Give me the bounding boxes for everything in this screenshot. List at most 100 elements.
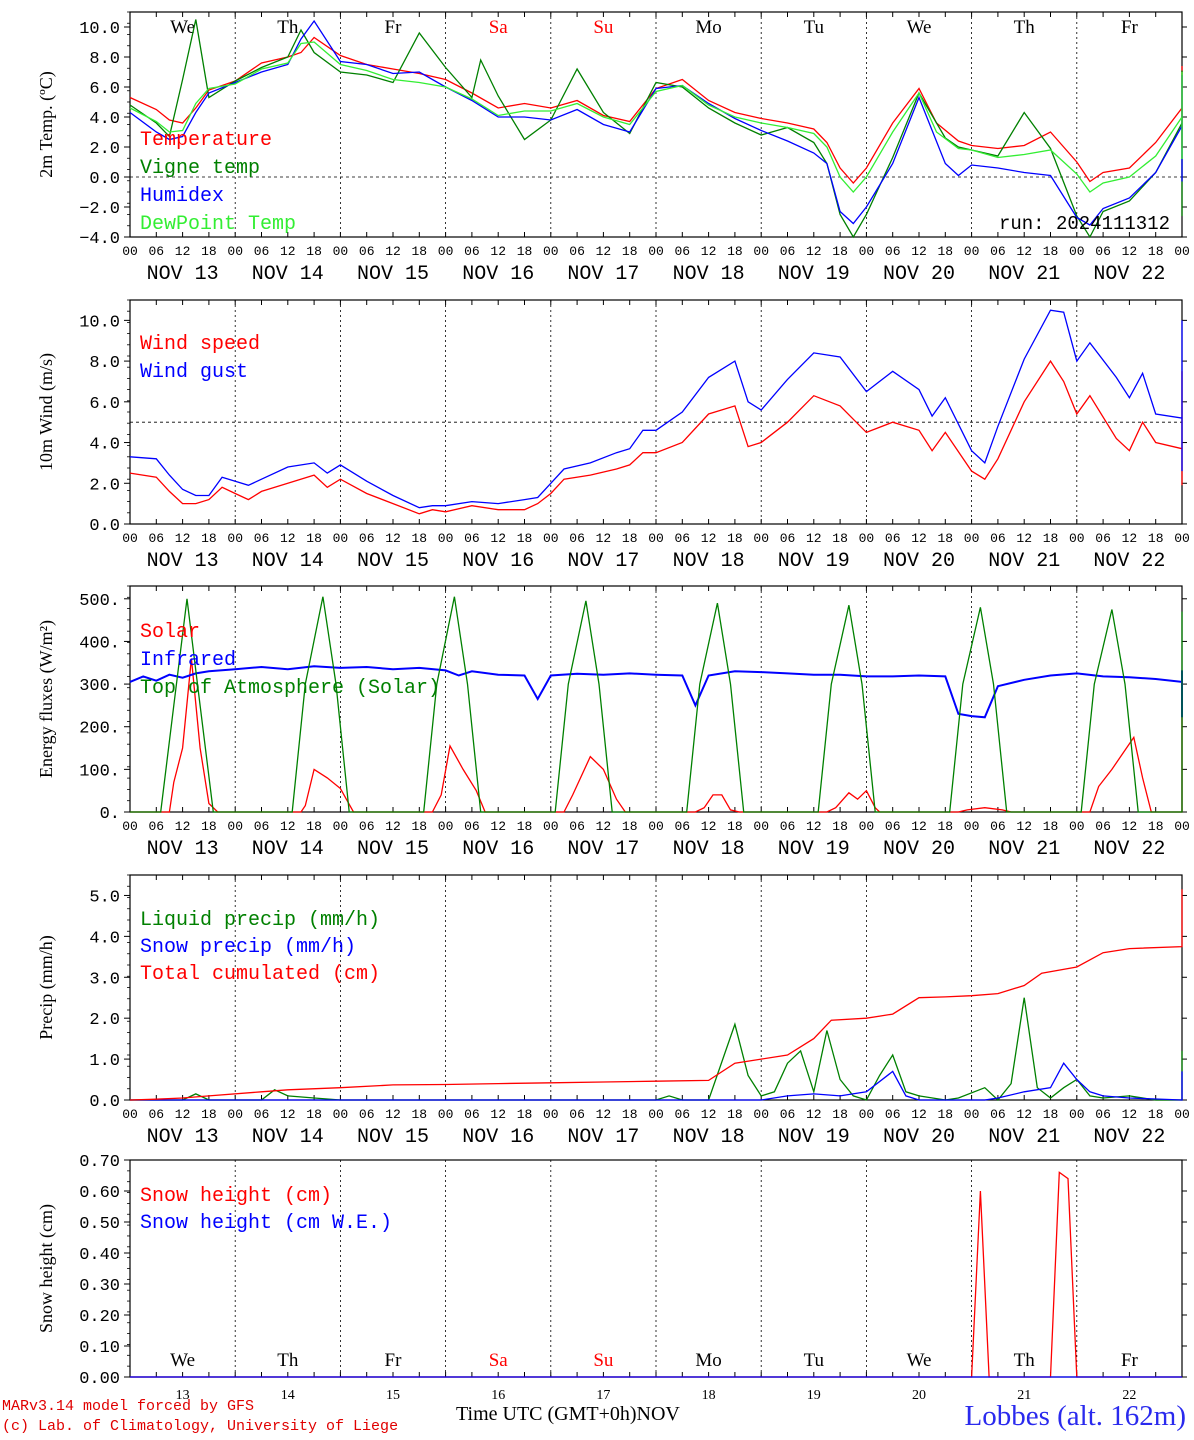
hour-tick-label: 18	[201, 1107, 217, 1122]
weekday-label: Fr	[385, 1350, 403, 1371]
hour-tick-label: 18	[727, 244, 743, 259]
hour-tick-label: 00	[543, 531, 559, 546]
date-label: NOV 18	[673, 550, 745, 573]
hour-tick-label: 12	[1016, 1107, 1032, 1122]
y-tick-label: −2.0	[79, 200, 120, 219]
hour-tick-label: 18	[201, 531, 217, 546]
hour-tick-label: 00	[1174, 819, 1190, 834]
hour-tick-label: 12	[385, 1107, 401, 1122]
hour-tick-label: 18	[411, 1107, 427, 1122]
weekday-label: We	[170, 1350, 195, 1371]
legend-entry: Humidex	[140, 185, 224, 208]
y-tick-label: 300.	[79, 677, 120, 696]
hour-tick-label: 12	[911, 244, 927, 259]
hour-tick-label: 18	[306, 531, 322, 546]
hour-tick-label: 00	[648, 819, 664, 834]
hour-tick-label: 00	[122, 1107, 138, 1122]
hour-tick-label: 06	[569, 531, 585, 546]
date-label: NOV 17	[567, 263, 639, 286]
day-number-label: 20	[912, 1388, 926, 1403]
hour-tick-label: 18	[1148, 244, 1164, 259]
series-line-red	[129, 36, 1183, 184]
date-label: NOV 14	[252, 1126, 324, 1149]
y-tick-label: 8.0	[89, 50, 120, 69]
hour-tick-label: 00	[753, 1107, 769, 1122]
hour-tick-label: 06	[254, 531, 270, 546]
date-label: NOV 22	[1093, 550, 1165, 573]
hour-tick-label: 06	[1095, 531, 1111, 546]
hour-tick-label: 06	[254, 819, 270, 834]
hour-tick-label: 00	[543, 819, 559, 834]
weekday-label: Th	[1014, 17, 1036, 38]
hour-tick-label: 06	[990, 1107, 1006, 1122]
hour-tick-label: 00	[438, 819, 454, 834]
day-number-label: 22	[1122, 1388, 1136, 1403]
day-number-label: 17	[596, 1388, 610, 1403]
hour-tick-label: 06	[359, 244, 375, 259]
y-tick-label: 0.60	[79, 1184, 120, 1203]
hour-tick-label: 18	[622, 244, 638, 259]
hour-tick-label: 06	[990, 819, 1006, 834]
y-axis-label: 2m Temp. (ºC)	[36, 71, 57, 177]
hour-tick-label: 12	[701, 819, 717, 834]
hour-tick-label: 06	[674, 531, 690, 546]
weekday-label: Fr	[1121, 17, 1139, 38]
series-line-green	[129, 19, 1183, 239]
date-label: NOV 21	[988, 550, 1060, 573]
hour-tick-label: 06	[569, 819, 585, 834]
weekday-label: Su	[593, 1350, 614, 1371]
y-axis-label: Snow height (cm)	[36, 1204, 57, 1333]
hour-tick-label: 00	[964, 531, 980, 546]
series-line-lightgreen	[129, 41, 1183, 193]
y-tick-label: 100.	[79, 762, 120, 781]
hour-tick-label: 12	[490, 244, 506, 259]
hour-tick-label: 00	[333, 531, 349, 546]
date-label: NOV 22	[1093, 1126, 1165, 1149]
hour-tick-label: 12	[1122, 531, 1138, 546]
hour-tick-label: 00	[438, 1107, 454, 1122]
y-tick-label: 0.0	[89, 1093, 120, 1112]
hour-tick-label: 00	[227, 244, 243, 259]
date-label: NOV 17	[567, 838, 639, 861]
hour-tick-label: 06	[148, 244, 164, 259]
legend-entry: Wind speed	[140, 333, 260, 356]
date-label: NOV 17	[567, 1126, 639, 1149]
hour-tick-label: 06	[780, 819, 796, 834]
y-tick-label: 5.0	[89, 888, 120, 907]
y-tick-label: 4.0	[89, 110, 120, 129]
date-label: NOV 19	[778, 1126, 850, 1149]
date-label: NOV 18	[673, 838, 745, 861]
weekday-label: Sa	[489, 1350, 509, 1371]
hour-tick-label: 18	[1148, 1107, 1164, 1122]
y-tick-label: 0.40	[79, 1246, 120, 1265]
hour-tick-label: 12	[385, 244, 401, 259]
hour-tick-label: 18	[727, 531, 743, 546]
hour-tick-label: 18	[306, 244, 322, 259]
y-axis-label: Energy fluxes (W/m²)	[36, 620, 57, 778]
day-number-label: 18	[702, 1388, 716, 1403]
hour-tick-label: 12	[596, 819, 612, 834]
legend-entry: DewPoint Temp	[140, 213, 296, 236]
hour-tick-label: 00	[648, 244, 664, 259]
hour-tick-label: 00	[753, 531, 769, 546]
weekday-label: Mo	[695, 1350, 721, 1371]
hour-tick-label: 12	[1016, 819, 1032, 834]
hour-tick-label: 00	[859, 819, 875, 834]
date-label: NOV 18	[673, 1126, 745, 1149]
legend-entry: Wind gust	[140, 361, 248, 384]
date-label: NOV 20	[883, 838, 955, 861]
legend-entry: Top of Atmosphere (Solar)	[140, 677, 440, 700]
weekday-label: Th	[277, 1350, 299, 1371]
day-number-label: 14	[281, 1388, 295, 1403]
date-label: NOV 13	[147, 1126, 219, 1149]
hour-tick-label: 12	[806, 531, 822, 546]
hour-tick-label: 18	[411, 531, 427, 546]
hour-tick-label: 00	[964, 1107, 980, 1122]
hour-tick-label: 06	[674, 244, 690, 259]
hour-tick-label: 18	[622, 1107, 638, 1122]
time-axis-title: Time UTC (GMT+0h)	[456, 1403, 637, 1425]
y-tick-label: 0.0	[89, 517, 120, 536]
hour-tick-label: 06	[148, 819, 164, 834]
hour-tick-label: 00	[859, 244, 875, 259]
series-line-blue	[130, 1062, 1183, 1101]
